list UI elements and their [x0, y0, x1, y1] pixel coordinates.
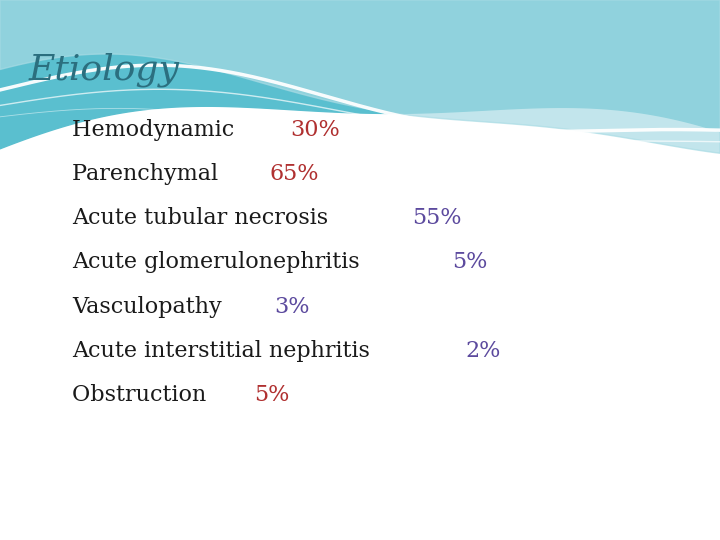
Text: 3%: 3%: [274, 296, 310, 318]
Text: Vasculopathy: Vasculopathy: [72, 296, 229, 318]
Text: Obstruction: Obstruction: [72, 384, 213, 406]
Text: Etiology: Etiology: [29, 53, 180, 87]
Text: Hemodynamic: Hemodynamic: [72, 119, 241, 140]
Text: Acute glomerulonephritis: Acute glomerulonephritis: [72, 252, 366, 273]
Text: 2%: 2%: [466, 340, 501, 362]
Text: 30%: 30%: [291, 119, 341, 140]
Text: Acute tubular necrosis: Acute tubular necrosis: [72, 207, 336, 229]
Text: 5%: 5%: [254, 384, 289, 406]
Text: Acute interstitial nephritis: Acute interstitial nephritis: [72, 340, 377, 362]
Text: 55%: 55%: [412, 207, 462, 229]
Text: 5%: 5%: [452, 252, 487, 273]
Text: Parenchymal: Parenchymal: [72, 163, 225, 185]
Text: 65%: 65%: [270, 163, 319, 185]
